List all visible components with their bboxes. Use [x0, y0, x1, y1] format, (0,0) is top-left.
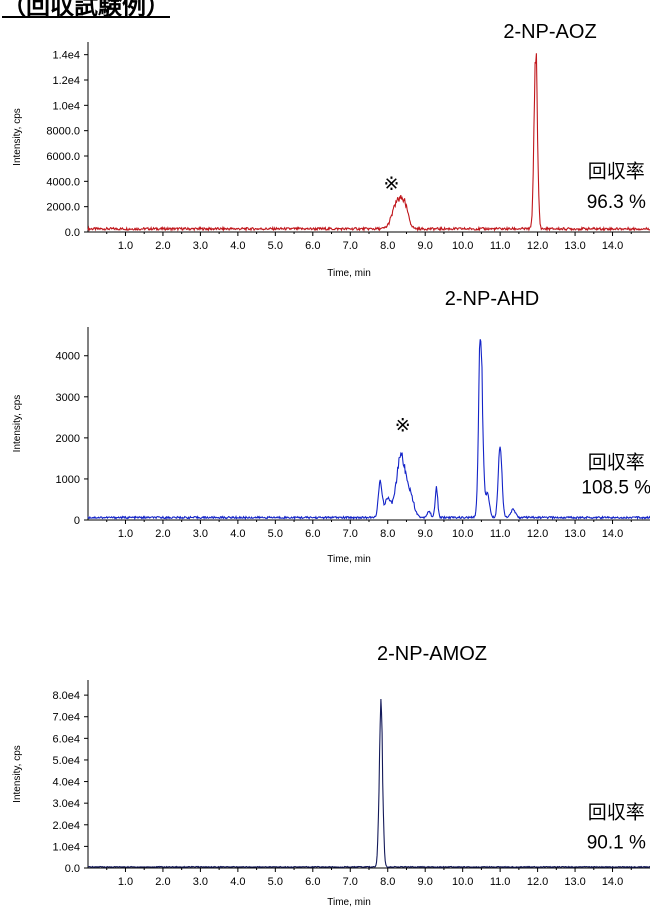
x-tick-label: 2.0: [155, 876, 170, 888]
x-tick-label: 5.0: [268, 876, 283, 888]
y-tick-label: 0.0: [65, 863, 80, 875]
x-tick-label: 7.0: [343, 876, 358, 888]
x-tick-label: 11.0: [490, 876, 511, 888]
y-tick-label: 4000: [56, 351, 80, 363]
x-tick-label: 13.0: [564, 528, 585, 540]
x-tick-label: 4.0: [230, 240, 245, 252]
x-tick-label: 14.0: [602, 876, 623, 888]
x-tick-label: 6.0: [305, 876, 320, 888]
y-tick-label: 1000: [56, 474, 80, 486]
y-tick-label: 0: [74, 515, 80, 527]
annotation: 回収率: [588, 801, 645, 823]
y-tick-label: 0.0: [65, 227, 80, 239]
x-tick-label: 13.0: [564, 240, 585, 252]
x-tick-label: 8.0: [380, 240, 395, 252]
x-tick-label: 10.0: [452, 528, 473, 540]
x-tick-label: 1.0: [118, 876, 133, 888]
x-tick-label: 14.0: [602, 528, 623, 540]
x-tick-label: 9.0: [418, 876, 433, 888]
annotation: ※: [395, 416, 411, 437]
y-tick-label: 1.0e4: [52, 841, 80, 853]
x-tick-label: 13.0: [564, 876, 585, 888]
y-tick-label: 4000.0: [46, 176, 80, 188]
x-tick-label: 7.0: [343, 240, 358, 252]
x-tick-label: 4.0: [230, 876, 245, 888]
x-tick-label: 6.0: [305, 528, 320, 540]
x-axis-label: Time, min: [327, 897, 371, 907]
x-tick-label: 9.0: [418, 528, 433, 540]
x-tick-label: 9.0: [418, 240, 433, 252]
y-axis-label: Intensity, cps: [12, 395, 23, 453]
annotation: 96.3 %: [587, 192, 646, 213]
x-tick-label: 2.0: [155, 240, 170, 252]
y-tick-label: 5.0e4: [52, 755, 80, 767]
y-tick-label: 2000.0: [46, 202, 80, 214]
annotation: ※: [384, 174, 400, 195]
x-tick-label: 10.0: [452, 876, 473, 888]
x-tick-label: 12.0: [527, 876, 548, 888]
x-tick-label: 3.0: [193, 876, 208, 888]
y-tick-label: 7.0e4: [52, 712, 80, 724]
series-line: [87, 339, 650, 521]
x-tick-label: 3.0: [193, 240, 208, 252]
annotation: 108.5 %: [581, 477, 650, 498]
y-tick-label: 1.0e4: [52, 100, 80, 112]
x-tick-label: 11.0: [490, 528, 511, 540]
x-tick-label: 2.0: [155, 528, 170, 540]
page-title: （回収試験例）: [2, 0, 170, 20]
series-line: [87, 698, 650, 869]
y-tick-label: 3.0e4: [52, 798, 80, 810]
x-axis-label: Time, min: [327, 268, 371, 279]
y-tick-label: 2000: [56, 433, 80, 445]
x-tick-label: 3.0: [193, 528, 208, 540]
y-tick-label: 6000.0: [46, 151, 80, 163]
x-tick-label: 5.0: [268, 528, 283, 540]
y-tick-label: 2.0e4: [52, 820, 80, 832]
annotation: 回収率: [588, 161, 645, 183]
y-tick-label: 3000: [56, 392, 80, 404]
series-line: [87, 53, 650, 233]
x-tick-label: 1.0: [118, 528, 133, 540]
y-tick-label: 8.0e4: [52, 690, 80, 702]
annotation: 回収率: [588, 452, 645, 474]
y-tick-label: 8000.0: [46, 126, 80, 138]
y-axis-label: Intensity, cps: [12, 745, 23, 803]
x-tick-label: 8.0: [380, 528, 395, 540]
x-tick-label: 12.0: [527, 240, 548, 252]
annotation: 90.1 %: [587, 833, 646, 854]
x-tick-label: 11.0: [490, 240, 511, 252]
x-tick-label: 7.0: [343, 528, 358, 540]
chart-title: 2-NP-AOZ: [503, 21, 596, 43]
x-tick-label: 10.0: [452, 240, 473, 252]
chart-title: 2-NP-AMOZ: [377, 643, 487, 665]
x-tick-label: 14.0: [602, 240, 623, 252]
x-tick-label: 8.0: [380, 876, 395, 888]
x-tick-label: 1.0: [118, 240, 133, 252]
x-axis-label: Time, min: [327, 554, 371, 565]
chart-title: 2-NP-AHD: [445, 288, 539, 310]
x-tick-label: 6.0: [305, 240, 320, 252]
y-tick-label: 1.2e4: [52, 75, 80, 87]
x-tick-label: 4.0: [230, 528, 245, 540]
y-tick-label: 4.0e4: [52, 777, 80, 789]
x-tick-label: 5.0: [268, 240, 283, 252]
x-tick-label: 12.0: [527, 528, 548, 540]
y-tick-label: 1.4e4: [52, 50, 80, 62]
y-axis-label: Intensity, cps: [12, 108, 23, 166]
y-tick-label: 6.0e4: [52, 733, 80, 745]
